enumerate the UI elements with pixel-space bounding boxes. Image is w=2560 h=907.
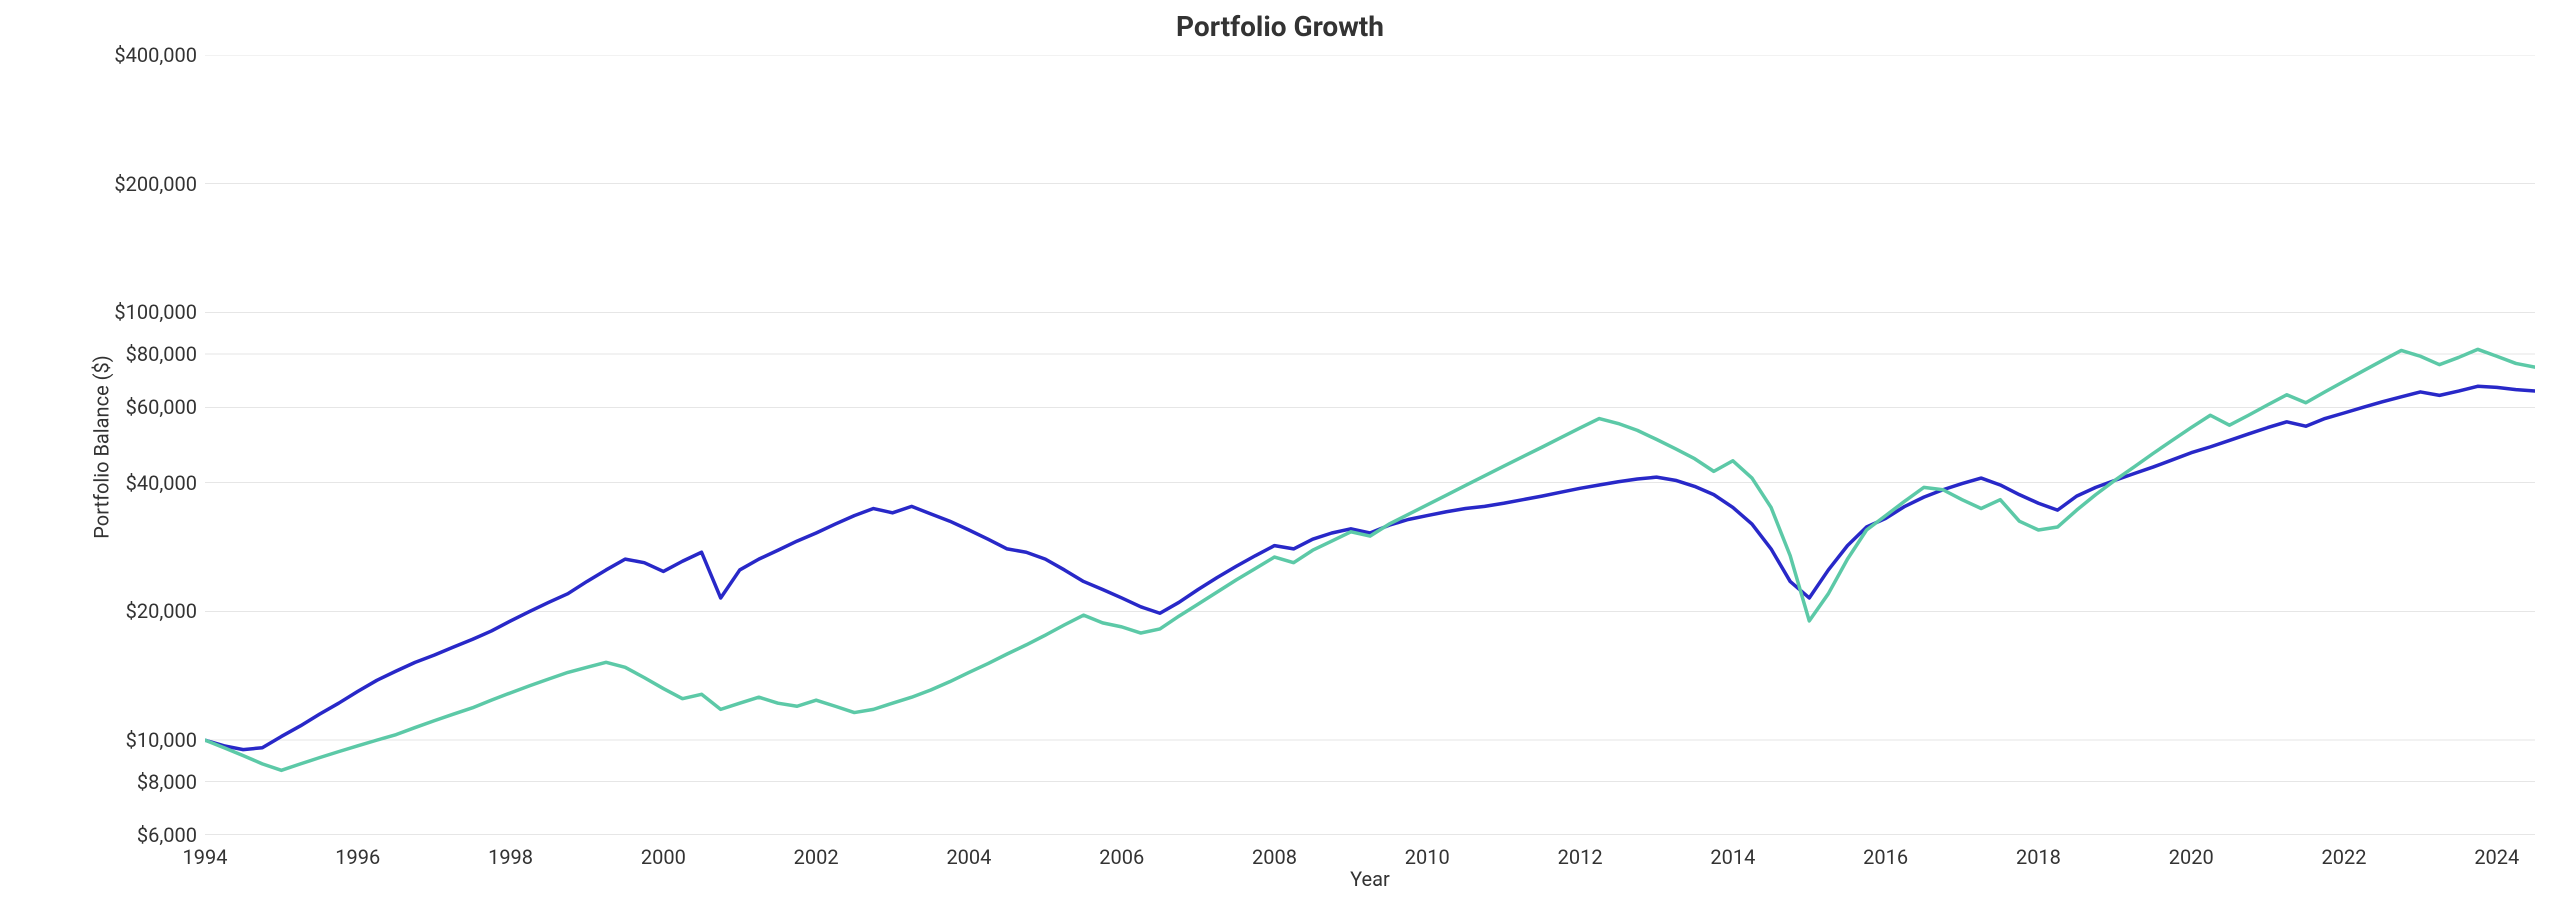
x-tick-label: 2016 <box>1863 845 1908 869</box>
y-tick-label: $6,000 <box>47 823 197 847</box>
x-tick-label: 2012 <box>1558 845 1603 869</box>
y-axis-label: Portfolio Balance ($) <box>90 355 114 538</box>
x-tick-label: 2002 <box>794 845 839 869</box>
series-group <box>205 193 2535 770</box>
x-tick-label: 2000 <box>641 845 686 869</box>
x-tick-label: 2022 <box>2322 845 2367 869</box>
x-tick-label: 2014 <box>1710 845 1755 869</box>
x-tick-label: 2006 <box>1099 845 1144 869</box>
y-tick-label: $400,000 <box>47 43 197 67</box>
y-tick-label: $200,000 <box>47 172 197 196</box>
y-tick-label: $20,000 <box>47 599 197 623</box>
series-line-series-b <box>205 268 2535 770</box>
x-tick-label: 1996 <box>335 845 380 869</box>
x-tick-label: 2004 <box>946 845 991 869</box>
chart-title: Portfolio Growth <box>0 10 2560 43</box>
series-line-series-a <box>205 193 2535 749</box>
plot-area <box>205 55 2535 835</box>
x-tick-label: 2024 <box>2474 845 2519 869</box>
y-tick-label: $10,000 <box>47 728 197 752</box>
x-tick-label: 1998 <box>488 845 533 869</box>
gridlines-group <box>205 55 2535 835</box>
y-tick-label: $8,000 <box>47 770 197 794</box>
x-tick-label: 1994 <box>183 845 228 869</box>
x-tick-label: 2008 <box>1252 845 1297 869</box>
x-tick-label: 2020 <box>2169 845 2214 869</box>
x-tick-label: 2018 <box>2016 845 2061 869</box>
y-tick-label: $80,000 <box>47 342 197 366</box>
y-tick-label: $60,000 <box>47 395 197 419</box>
x-tick-label: 2010 <box>1405 845 1450 869</box>
portfolio-growth-chart: Portfolio Growth Portfolio Balance ($) $… <box>0 0 2560 907</box>
x-axis-label: Year <box>1330 867 1410 891</box>
y-tick-label: $40,000 <box>47 471 197 495</box>
y-tick-label: $100,000 <box>47 300 197 324</box>
